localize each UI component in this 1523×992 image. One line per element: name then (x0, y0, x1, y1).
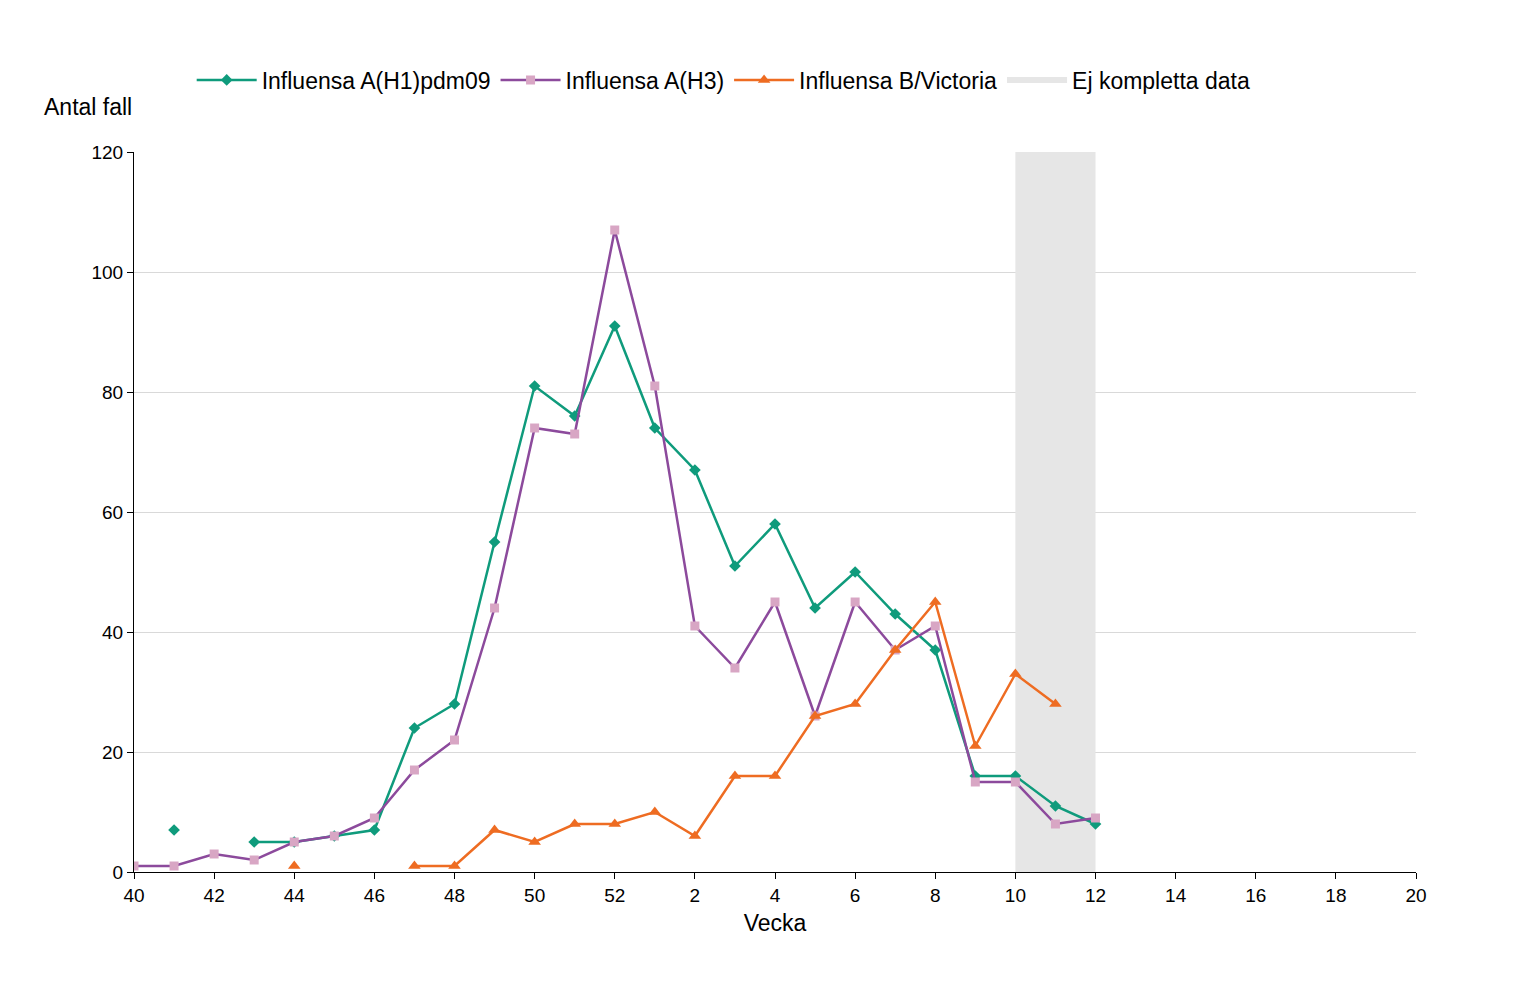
svg-text:120: 120 (91, 142, 123, 163)
svg-text:100: 100 (91, 262, 123, 283)
svg-text:48: 48 (444, 885, 465, 906)
svg-text:14: 14 (1165, 885, 1187, 906)
svg-text:52: 52 (604, 885, 625, 906)
svg-text:16: 16 (1245, 885, 1266, 906)
svg-text:20: 20 (1405, 885, 1426, 906)
svg-text:42: 42 (204, 885, 225, 906)
svg-text:20: 20 (102, 742, 123, 763)
svg-text:4: 4 (770, 885, 781, 906)
svg-text:60: 60 (102, 502, 123, 523)
svg-text:46: 46 (364, 885, 385, 906)
svg-text:Ej kompletta data: Ej kompletta data (1072, 68, 1250, 94)
svg-text:Vecka: Vecka (744, 910, 807, 936)
svg-text:Antal fall: Antal fall (44, 94, 132, 120)
svg-text:12: 12 (1085, 885, 1106, 906)
svg-text:6: 6 (850, 885, 861, 906)
svg-text:44: 44 (284, 885, 306, 906)
svg-text:50: 50 (524, 885, 545, 906)
svg-text:Influensa A(H3): Influensa A(H3) (566, 68, 725, 94)
svg-text:2: 2 (690, 885, 701, 906)
svg-text:80: 80 (102, 382, 123, 403)
svg-text:Influensa A(H1)pdm09: Influensa A(H1)pdm09 (262, 68, 491, 94)
svg-text:10: 10 (1005, 885, 1026, 906)
svg-text:Influensa B/Victoria: Influensa B/Victoria (799, 68, 997, 94)
svg-text:8: 8 (930, 885, 941, 906)
svg-text:40: 40 (102, 622, 123, 643)
svg-text:18: 18 (1325, 885, 1346, 906)
svg-text:40: 40 (123, 885, 144, 906)
svg-text:0: 0 (113, 862, 124, 883)
